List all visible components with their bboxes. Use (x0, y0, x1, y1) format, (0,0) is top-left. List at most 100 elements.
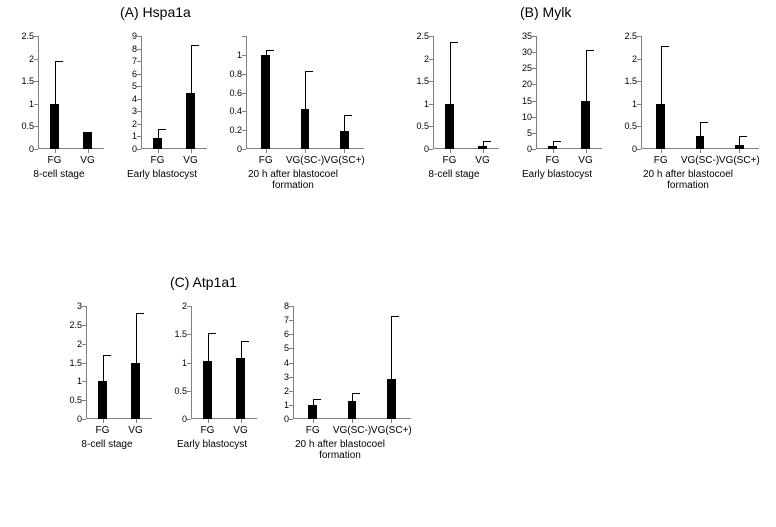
x-category-label: FG (48, 155, 62, 166)
y-tick (532, 52, 536, 53)
x-tick (313, 419, 314, 423)
error-bar (305, 72, 306, 110)
y-tick (82, 325, 86, 326)
x-category-label: FG (201, 425, 215, 436)
error-bar (700, 123, 701, 137)
y-tick-label: 0.5 (407, 121, 429, 131)
x-axis (433, 148, 499, 149)
y-tick (242, 130, 246, 131)
plot-area: 00.20.40.60.81 (246, 36, 364, 149)
x-tick (266, 149, 267, 153)
y-tick-label: 2 (115, 119, 137, 129)
y-tick (242, 111, 246, 112)
plot-area: 00.511.522.5 (433, 36, 499, 149)
y-tick (137, 149, 141, 150)
y-tick (637, 126, 641, 127)
y-tick (532, 117, 536, 118)
bar (387, 379, 396, 419)
error-bar (208, 334, 209, 361)
error-cap (739, 136, 747, 137)
y-tick-label: 0 (165, 414, 187, 424)
stage-label: Early blastocyst (163, 439, 261, 450)
error-bar (191, 46, 192, 92)
y-tick-label: 8 (115, 44, 137, 54)
y-axis (38, 36, 39, 149)
x-axis (191, 418, 257, 419)
stage-label-line: 20 h after blastocoel (613, 169, 763, 180)
x-category-label: FG (151, 155, 165, 166)
y-tick-label: 30 (510, 47, 532, 57)
y-tick (532, 133, 536, 134)
y-tick (137, 124, 141, 125)
stage-label-line: formation (218, 180, 368, 191)
x-axis (536, 148, 602, 149)
y-tick (429, 36, 433, 37)
y-tick-label: 25 (510, 63, 532, 73)
y-tick-label: 2 (12, 54, 34, 64)
y-tick-label: 0 (115, 144, 137, 154)
error-bar (661, 47, 662, 104)
x-tick (450, 149, 451, 153)
y-tick-label: 2 (267, 386, 289, 396)
y-tick-label: 1.5 (165, 329, 187, 339)
y-tick-label: 15 (510, 96, 532, 106)
y-tick (289, 419, 293, 420)
stage-label: 20 h after blastocoelformation (613, 169, 763, 191)
bar (301, 109, 310, 149)
error-bar (586, 51, 587, 101)
y-tick-label: 0.5 (165, 386, 187, 396)
bar (186, 93, 196, 150)
y-tick-label: 0.5 (12, 121, 34, 131)
y-tick (137, 49, 141, 50)
error-bar (739, 137, 740, 145)
x-category-label: VG(SC-) (286, 155, 324, 166)
y-tick (82, 306, 86, 307)
y-axis (191, 306, 192, 419)
stage-label: 8-cell stage (10, 169, 108, 180)
bar (581, 101, 591, 149)
y-tick (532, 149, 536, 150)
y-tick (532, 84, 536, 85)
y-tick (242, 149, 246, 150)
y-tick (289, 405, 293, 406)
x-category-label: FG (546, 155, 560, 166)
chart-B3: 00.511.522.5FGVG(SC-)VG(SC+)20 h after b… (613, 30, 763, 195)
error-bar (352, 394, 353, 401)
y-tick (137, 74, 141, 75)
y-tick (137, 36, 141, 37)
bar (83, 132, 93, 149)
y-tick-label: 2.5 (407, 31, 429, 41)
y-tick (34, 149, 38, 150)
stage-label-line: 20 h after blastocoel (218, 169, 368, 180)
stage-label-line: 20 h after blastocoel (265, 439, 415, 450)
error-cap (191, 45, 199, 46)
y-tick (137, 111, 141, 112)
y-tick (242, 93, 246, 94)
y-tick-label: 1 (407, 99, 429, 109)
y-tick-label: 1.5 (12, 76, 34, 86)
error-cap (700, 122, 708, 123)
y-tick-label: 1 (165, 358, 187, 368)
x-tick (88, 149, 89, 153)
stage-label: 8-cell stage (405, 169, 503, 180)
x-tick (483, 149, 484, 153)
y-tick (187, 419, 191, 420)
chart-C3: 012345678FGVG(SC-)VG(SC+)20 h after blas… (265, 300, 415, 465)
y-tick (137, 99, 141, 100)
x-tick (305, 149, 306, 153)
y-tick-label: 8 (267, 301, 289, 311)
bar (153, 138, 163, 149)
chart-B2: 05101520253035FGVGEarly blastocyst (508, 30, 606, 195)
error-bar (553, 142, 554, 146)
error-cap (103, 355, 111, 356)
y-tick-label: 1 (267, 400, 289, 410)
y-tick-label: 2 (407, 54, 429, 64)
error-cap (344, 115, 352, 116)
plot-area: 00.511.52 (191, 306, 257, 419)
stage-label: Early blastocyst (113, 169, 211, 180)
y-axis (536, 36, 537, 149)
y-tick-label: 5 (115, 81, 137, 91)
y-tick-label: 20 (510, 79, 532, 89)
panel-title-a: (A) Hspa1a (120, 4, 191, 20)
stage-label-line: formation (265, 450, 415, 461)
